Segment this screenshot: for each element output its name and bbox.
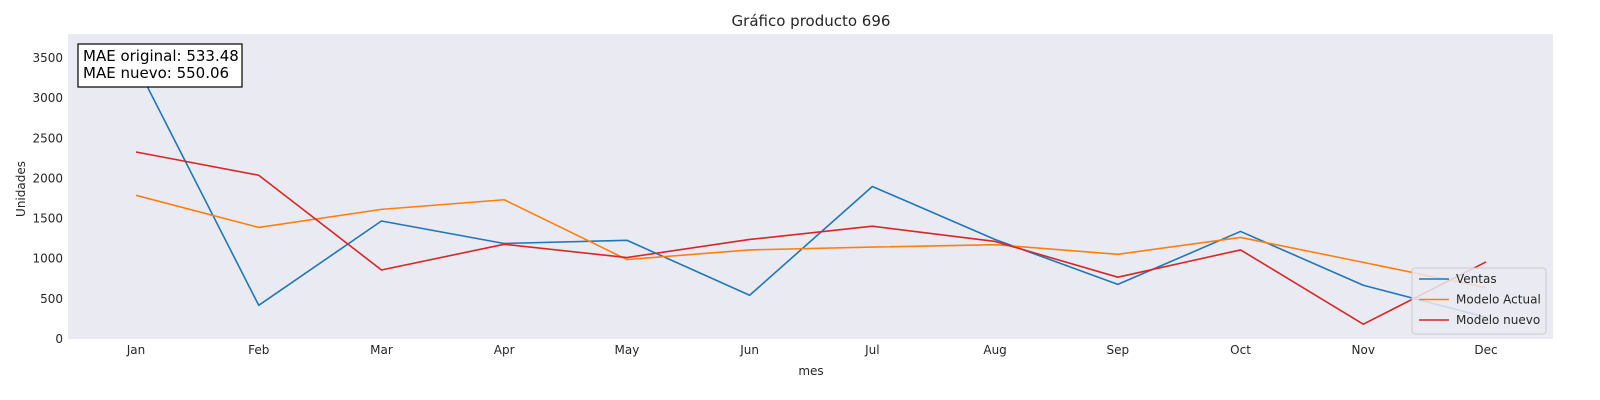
- y-tick-500: 500: [40, 292, 63, 306]
- x-tick-aug: Aug: [983, 343, 1006, 357]
- x-tick-jul: Jul: [864, 343, 879, 357]
- x-tick-nov: Nov: [1352, 343, 1375, 357]
- x-tick-labels: Jan Feb Mar Apr May Jun Jul Aug Sep Oct Nov Dec: [126, 343, 1498, 357]
- series-line-ventas: [135, 64, 1487, 319]
- chart-title: Gráfico producto 696: [732, 12, 891, 30]
- x-tick-jan: Jan: [126, 343, 146, 357]
- y-tick-labels: 0 500 1000 1500 2000 2500 3000 3500: [32, 51, 63, 346]
- series-line-modelo-nuevo: [135, 151, 1487, 325]
- x-tick-mar: Mar: [370, 343, 393, 357]
- x-tick-may: May: [615, 343, 640, 357]
- mae-new-text: MAE nuevo: 550.06: [83, 64, 229, 82]
- series-line-modelo-actual: [135, 194, 1487, 289]
- y-tick-3500: 3500: [32, 51, 63, 65]
- x-tick-dec: Dec: [1474, 343, 1497, 357]
- x-tick-feb: Feb: [248, 343, 269, 357]
- y-tick-0: 0: [55, 332, 63, 346]
- series-lines: [135, 64, 1487, 325]
- y-tick-1000: 1000: [32, 252, 63, 266]
- mae-annotation-box: MAE original: 533.48 MAE nuevo: 550.06: [77, 43, 243, 88]
- legend-label-ventas: Ventas: [1456, 272, 1497, 286]
- legend-label-modelo-actual: Modelo Actual: [1456, 293, 1541, 307]
- y-axis-label: Unidades: [14, 161, 28, 217]
- x-tick-apr: Apr: [494, 343, 515, 357]
- x-tick-jun: Jun: [739, 343, 759, 357]
- plot-area: [68, 34, 1553, 339]
- y-tick-2000: 2000: [32, 171, 63, 185]
- mae-original-text: MAE original: 533.48: [83, 47, 239, 65]
- legend-label-modelo-nuevo: Modelo nuevo: [1456, 313, 1540, 327]
- x-tick-sep: Sep: [1107, 343, 1130, 357]
- legend: Ventas Modelo Actual Modelo nuevo: [1411, 267, 1547, 335]
- legend-box: [1411, 267, 1547, 335]
- x-tick-oct: Oct: [1230, 343, 1251, 357]
- y-tick-3000: 3000: [32, 91, 63, 105]
- y-tick-2500: 2500: [32, 131, 63, 145]
- x-axis-label: mes: [798, 364, 823, 378]
- y-tick-1500: 1500: [32, 212, 63, 226]
